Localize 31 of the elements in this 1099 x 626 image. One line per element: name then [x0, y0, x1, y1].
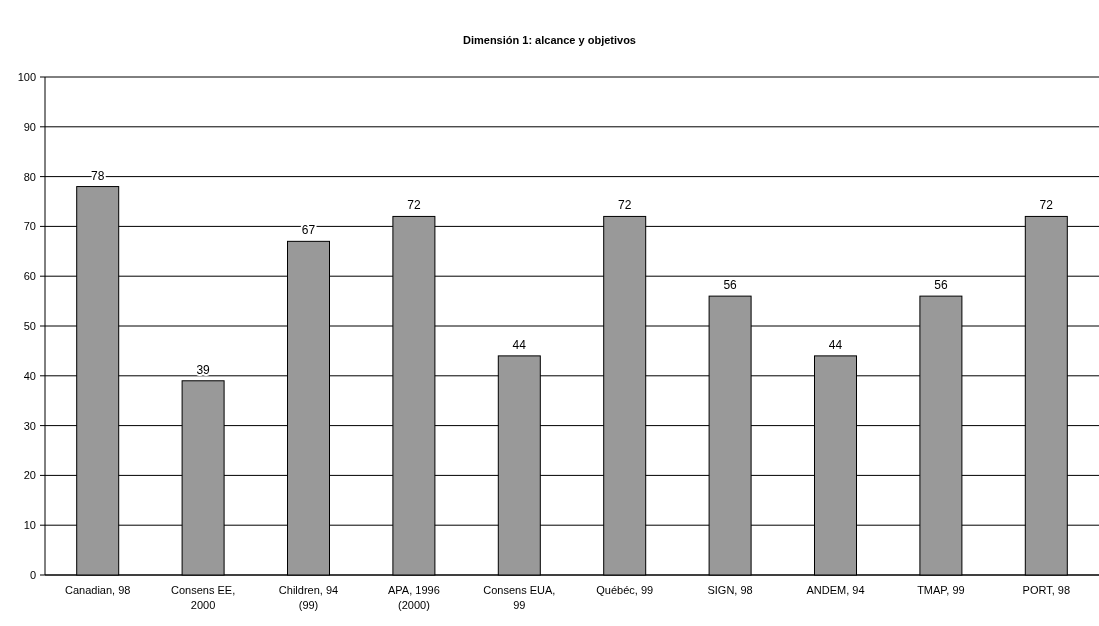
y-tick-label: 50 [23, 320, 36, 332]
x-tick-label: Consens EUA, 99 [483, 584, 556, 611]
y-tick-label: 30 [23, 419, 36, 432]
x-tick-label: Children, 94 (99) [278, 584, 339, 611]
x-tick-label: APA, 1996 (2000) [388, 584, 440, 611]
y-tick-label: 70 [23, 220, 36, 233]
x-tick-label: Canadian, 98 [64, 584, 131, 596]
data-label: 72 [1039, 198, 1054, 213]
y-tick-label: 40 [23, 369, 36, 382]
data-label: 56 [934, 278, 948, 293]
x-tick-label: PORT, 98 [1022, 584, 1071, 596]
x-tick-label: TMAP, 99 [917, 584, 965, 596]
y-tick-label: 80 [23, 170, 36, 183]
x-tick-label: ANDEM, 94 [806, 584, 865, 596]
y-tick-label: 100 [17, 71, 36, 83]
data-label: 67 [301, 223, 316, 238]
y-tick-label: 10 [23, 519, 36, 532]
data-label: 56 [723, 278, 738, 293]
x-tick-label: Consens EE, 2000 [171, 584, 236, 611]
data-label: 44 [512, 337, 527, 352]
y-tick-label: 20 [23, 469, 36, 482]
data-label: 39 [196, 362, 211, 377]
y-tick-label: 0 [29, 569, 36, 581]
y-tick-label: 90 [23, 120, 36, 133]
x-tick-label: Québéc, 99 [596, 584, 654, 596]
data-label: 72 [618, 198, 632, 213]
chart-title: Dimensión 1: alcance y objetivos [462, 34, 637, 46]
x-tick-label: SIGN, 98 [707, 584, 753, 596]
y-tick-label: 60 [23, 270, 36, 283]
data-label: 44 [828, 337, 843, 352]
data-label: 72 [407, 198, 421, 213]
